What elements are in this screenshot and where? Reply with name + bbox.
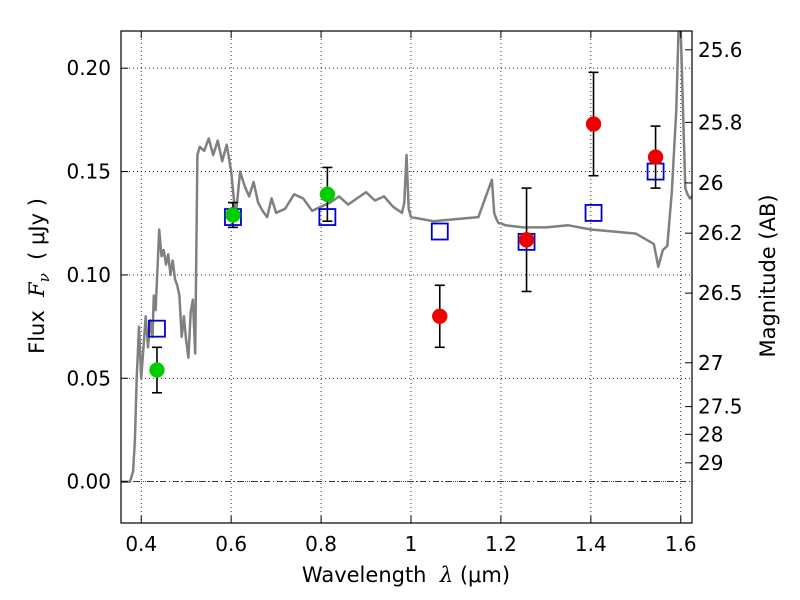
x-tick-label: 1.6 (665, 532, 697, 556)
x-tick-label: 0.6 (215, 532, 247, 556)
model-photometry-square (318, 208, 337, 226)
x-tick-label: 0.8 (305, 532, 337, 556)
mag-tick-label: 25.8 (698, 110, 743, 134)
markers-layer (148, 116, 665, 378)
model-spectrum-layer (121, 31, 692, 483)
tick-marks (121, 31, 692, 523)
x-tick-label: 0.4 (125, 532, 157, 556)
mag-tick-label: 29 (698, 451, 723, 475)
y-tick-label: 0.20 (66, 56, 111, 80)
mag-tick-label: 27.5 (698, 395, 743, 419)
y-tick-label: 0.00 (66, 470, 111, 494)
green-data-point (149, 362, 165, 378)
error-bars-layer (151, 71, 661, 394)
x-tick-label: 1.4 (575, 532, 607, 556)
green-data-point (225, 207, 241, 223)
tick-labels: 0.4 0.6 0.8 1 1.2 1.4 1.6 0.00 0.05 0.10 0.15 0.20 2… (66, 38, 742, 556)
green-data-point (319, 186, 336, 203)
mag-tick-label: 25.6 (698, 38, 743, 62)
red-data-point (518, 232, 535, 248)
mag-tick-label: 26.2 (698, 221, 743, 245)
grid-lines (121, 31, 692, 523)
mag-tick-label: 28 (698, 422, 723, 446)
mag-tick-label: 26 (698, 171, 723, 195)
red-data-point (647, 149, 664, 165)
x-axis-title: Wavelength λ (μm) (302, 563, 510, 587)
model-photometry-square (148, 319, 166, 338)
mag-tick-label: 26.5 (698, 281, 743, 305)
model-photometry-square (430, 222, 449, 241)
y-axis-title: Flux Fν ( μJy ) (25, 198, 53, 354)
y-tick-label: 0.10 (66, 263, 111, 287)
y-tick-label: 0.05 (66, 366, 111, 390)
model-photometry-square (584, 204, 603, 222)
red-data-point (585, 116, 602, 132)
y-tick-label: 0.15 (66, 160, 111, 184)
x-tick-label: 1.2 (485, 532, 517, 556)
y2-axis-title: Magnitude (AB) (756, 194, 780, 357)
model-spectrum-line (121, 31, 692, 483)
x-tick-label: 1 (405, 532, 418, 556)
mag-tick-label: 27 (698, 351, 723, 375)
red-data-point (432, 308, 448, 325)
plot-frame (120, 30, 693, 524)
